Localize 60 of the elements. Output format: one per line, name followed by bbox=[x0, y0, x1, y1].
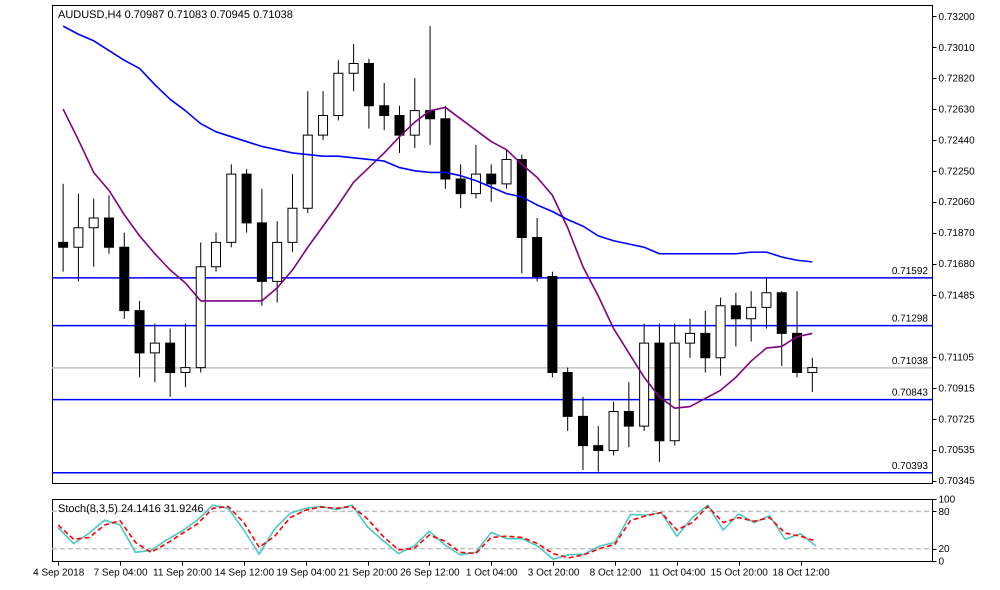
ref-line-label: 0.70843 bbox=[892, 388, 928, 399]
candlestick bbox=[486, 164, 496, 202]
y-tick-label: 0.71680 bbox=[938, 259, 976, 270]
x-tick-label: 11 Sep 20:00 bbox=[153, 568, 212, 578]
x-tick-label: 4 Sep 2018 bbox=[33, 568, 85, 578]
candlestick bbox=[150, 323, 160, 383]
y-tick-label: 0.72440 bbox=[938, 135, 976, 146]
x-tick-label: 21 Sep 20:00 bbox=[338, 568, 398, 578]
x-tick-label: 26 Sep 12:00 bbox=[400, 568, 460, 578]
chart-title: AUDUSD,H4 0.70987 0.71083 0.70945 0.71038 bbox=[58, 9, 293, 21]
chart-title: Stoch(8,3,5) 24.1416 31.9246 bbox=[58, 503, 204, 515]
y-tick-label: 0.72250 bbox=[938, 166, 976, 178]
y-tick-label: 20 bbox=[938, 544, 950, 556]
y-tick-label: 0.70535 bbox=[938, 445, 976, 456]
x-tick-label: 3 Oct 20:00 bbox=[528, 568, 580, 578]
y-tick-label: 0.73200 bbox=[938, 12, 976, 23]
candlestick bbox=[761, 278, 772, 330]
candlestick bbox=[730, 292, 741, 347]
y-tick-label: 0.72630 bbox=[938, 104, 976, 116]
ref-line-label: 0.71592 bbox=[892, 266, 928, 277]
y-tick-label: 0.73010 bbox=[938, 42, 976, 54]
candlestick bbox=[624, 382, 634, 448]
ref-line-label: 0.71038 bbox=[892, 356, 928, 367]
y-tick-label: 0 bbox=[938, 556, 944, 568]
candlestick bbox=[348, 44, 359, 92]
y-tick-label: 0.71870 bbox=[938, 228, 976, 240]
y-tick-label: 80 bbox=[938, 506, 950, 518]
x-tick-label: 18 Oct 12:00 bbox=[772, 568, 830, 578]
y-tick-label: 0.70915 bbox=[938, 383, 976, 394]
candlestick bbox=[394, 105, 404, 154]
candlestick bbox=[470, 144, 481, 199]
y-tick-label: 0.70345 bbox=[938, 476, 976, 488]
x-tick-label: 15 Oct 20:00 bbox=[710, 568, 768, 578]
y-tick-label: 0.71105 bbox=[938, 352, 974, 364]
candlestick bbox=[180, 323, 190, 388]
candlestick bbox=[746, 290, 756, 342]
candlestick bbox=[456, 164, 466, 209]
y-tick-label: 100 bbox=[938, 494, 956, 506]
candlestick bbox=[593, 426, 604, 472]
candlestick bbox=[685, 318, 696, 358]
candlestick bbox=[73, 193, 84, 282]
candlestick bbox=[88, 198, 99, 268]
candlestick bbox=[807, 357, 818, 392]
candlestick bbox=[58, 183, 68, 272]
candlestick bbox=[318, 90, 328, 140]
x-tick-label: 19 Sep 04:00 bbox=[276, 568, 336, 578]
y-tick-label: 0.70725 bbox=[938, 414, 976, 426]
x-tick-label: 8 Oct 12:00 bbox=[590, 568, 642, 578]
x-tick-label: 1 Oct 04:00 bbox=[466, 568, 518, 578]
x-tick-label: 11 Oct 04:00 bbox=[649, 568, 706, 578]
line-series bbox=[62, 106, 814, 410]
y-tick-label: 0.72820 bbox=[938, 74, 976, 85]
x-tick-label: 14 Sep 12:00 bbox=[214, 568, 274, 578]
y-tick-label: 0.72060 bbox=[938, 197, 976, 208]
ref-line-label: 0.70393 bbox=[892, 460, 928, 472]
line-series bbox=[62, 25, 814, 263]
y-tick-label: 0.71485 bbox=[938, 290, 976, 302]
candlestick bbox=[379, 82, 390, 131]
ref-line-label: 0.71298 bbox=[892, 314, 928, 325]
x-tick-label: 7 Sep 04:00 bbox=[94, 568, 148, 578]
